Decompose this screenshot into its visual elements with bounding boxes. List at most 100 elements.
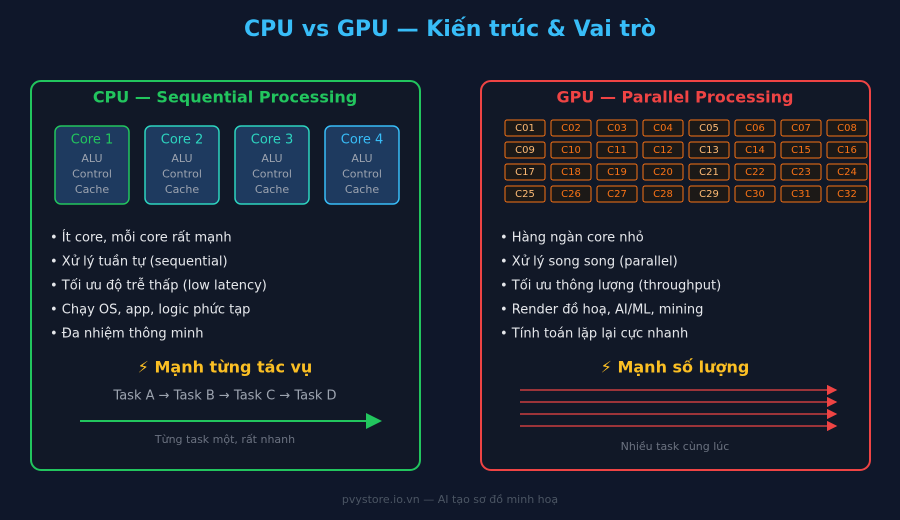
bullet: • Xử lý song song (parallel) bbox=[500, 255, 678, 270]
gpu-core bbox=[642, 163, 684, 181]
footer: pvystore.io.vn — AI tạo sơ đồ minh hoạ bbox=[342, 493, 558, 506]
cpu-core-part: Cache bbox=[165, 183, 199, 196]
gpu-core bbox=[826, 163, 868, 181]
gpu-core bbox=[504, 141, 546, 159]
gpu-core bbox=[734, 163, 776, 181]
gpu-core bbox=[826, 185, 868, 203]
bullet: • Xử lý tuần tự (sequential) bbox=[50, 255, 228, 270]
gpu-core-label: C12 bbox=[653, 145, 673, 156]
gpu-core-label: C06 bbox=[745, 123, 765, 134]
gpu-core bbox=[826, 119, 868, 137]
bullet: • Tối ưu thông lượng (throughput) bbox=[500, 279, 721, 294]
gpu-core bbox=[642, 141, 684, 159]
cpu-core bbox=[234, 125, 310, 205]
gpu-core-label: C24 bbox=[837, 167, 857, 178]
gpu-core bbox=[688, 163, 730, 181]
gpu-core-label: C03 bbox=[607, 123, 627, 134]
gpu-core bbox=[504, 163, 546, 181]
bullet: • Tính toán lặp lại cực nhanh bbox=[500, 327, 688, 342]
gpu-core bbox=[734, 185, 776, 203]
gpu-core-label: C05 bbox=[699, 123, 719, 134]
gpu-core bbox=[780, 119, 822, 137]
cpu-core-part: Cache bbox=[255, 183, 289, 196]
gpu-core bbox=[550, 185, 592, 203]
gpu-core-label: C22 bbox=[745, 167, 765, 178]
gpu-core bbox=[642, 119, 684, 137]
cpu-core bbox=[54, 125, 130, 205]
cpu-core-name: Core 1 bbox=[71, 133, 114, 148]
gpu-core-label: C17 bbox=[515, 167, 535, 178]
gpu-core-label: C07 bbox=[791, 123, 811, 134]
gpu-core bbox=[596, 163, 638, 181]
bullet: • Hàng ngàn core nhỏ bbox=[500, 231, 644, 246]
gpu-core-label: C10 bbox=[561, 145, 581, 156]
cpu-core-name: Core 3 bbox=[251, 133, 294, 148]
gpu-core-label: C30 bbox=[745, 189, 765, 200]
gpu-core-label: C29 bbox=[699, 189, 719, 200]
gpu-core bbox=[596, 119, 638, 137]
gpu-core-label: C31 bbox=[791, 189, 811, 200]
gpu-core bbox=[688, 185, 730, 203]
gpu-core-label: C01 bbox=[515, 123, 535, 134]
gpu-core-label: C23 bbox=[791, 167, 811, 178]
gpu-caption: Nhiều task cùng lúc bbox=[621, 440, 730, 453]
cpu-core-part: ALU bbox=[261, 152, 282, 165]
gpu-core-label: C28 bbox=[653, 189, 673, 200]
gpu-core-label: C32 bbox=[837, 189, 857, 200]
cpu-core-part: Control bbox=[252, 168, 292, 181]
cpu-strength: ⚡ Mạnh từng tác vụ bbox=[138, 358, 313, 377]
cpu-core-part: Cache bbox=[75, 183, 109, 196]
cpu-core bbox=[144, 125, 220, 205]
gpu-core-label: C08 bbox=[837, 123, 857, 134]
gpu-core-label: C09 bbox=[515, 145, 535, 156]
gpu-core-label: C02 bbox=[561, 123, 581, 134]
gpu-title: GPU — Parallel Processing bbox=[557, 88, 794, 107]
cpu-core-part: Control bbox=[342, 168, 382, 181]
gpu-core-label: C20 bbox=[653, 167, 673, 178]
gpu-core bbox=[780, 185, 822, 203]
gpu-core bbox=[504, 119, 546, 137]
bullet: • Tối ưu độ trễ thấp (low latency) bbox=[50, 279, 267, 294]
gpu-core bbox=[596, 185, 638, 203]
gpu-core-label: C27 bbox=[607, 189, 627, 200]
gpu-core-label: C25 bbox=[515, 189, 535, 200]
gpu-panel bbox=[480, 80, 871, 471]
gpu-core-label: C14 bbox=[745, 145, 765, 156]
cpu-core-part: Cache bbox=[345, 183, 379, 196]
gpu-core bbox=[596, 141, 638, 159]
cpu-caption: Từng task một, rất nhanh bbox=[154, 433, 295, 446]
cpu-core-part: ALU bbox=[351, 152, 372, 165]
gpu-core-label: C26 bbox=[561, 189, 581, 200]
gpu-core-label: C04 bbox=[653, 123, 673, 134]
gpu-core bbox=[550, 163, 592, 181]
bullet: • Chạy OS, app, logic phức tạp bbox=[50, 303, 250, 318]
gpu-core bbox=[642, 185, 684, 203]
gpu-strength: ⚡ Mạnh số lượng bbox=[601, 358, 750, 377]
gpu-core-label: C21 bbox=[699, 167, 719, 178]
bullet: • Đa nhiệm thông minh bbox=[50, 327, 204, 342]
gpu-core bbox=[688, 119, 730, 137]
cpu-core-part: Control bbox=[72, 168, 112, 181]
gpu-core bbox=[688, 141, 730, 159]
cpu-tasks: Task A → Task B → Task C → Task D bbox=[112, 389, 336, 404]
cpu-core-part: ALU bbox=[171, 152, 192, 165]
cpu-core-name: Core 2 bbox=[161, 133, 204, 148]
gpu-arrows bbox=[520, 384, 838, 432]
gpu-core-label: C13 bbox=[699, 145, 719, 156]
gpu-core-label: C18 bbox=[561, 167, 581, 178]
gpu-core-label: C16 bbox=[837, 145, 857, 156]
gpu-core bbox=[826, 141, 868, 159]
gpu-core bbox=[550, 119, 592, 137]
gpu-core bbox=[734, 141, 776, 159]
gpu-core-label: C11 bbox=[607, 145, 627, 156]
gpu-core-label: C19 bbox=[607, 167, 627, 178]
cpu-core bbox=[324, 125, 400, 205]
gpu-core-label: C15 bbox=[791, 145, 811, 156]
gpu-core bbox=[734, 119, 776, 137]
cpu-core-name: Core 4 bbox=[341, 133, 384, 148]
bullet: • Render đồ hoạ, AI/ML, mining bbox=[500, 303, 703, 318]
title: CPU vs GPU — Kiến trúc & Vai trò bbox=[244, 17, 656, 42]
cpu-core-part: Control bbox=[162, 168, 202, 181]
gpu-core bbox=[780, 141, 822, 159]
